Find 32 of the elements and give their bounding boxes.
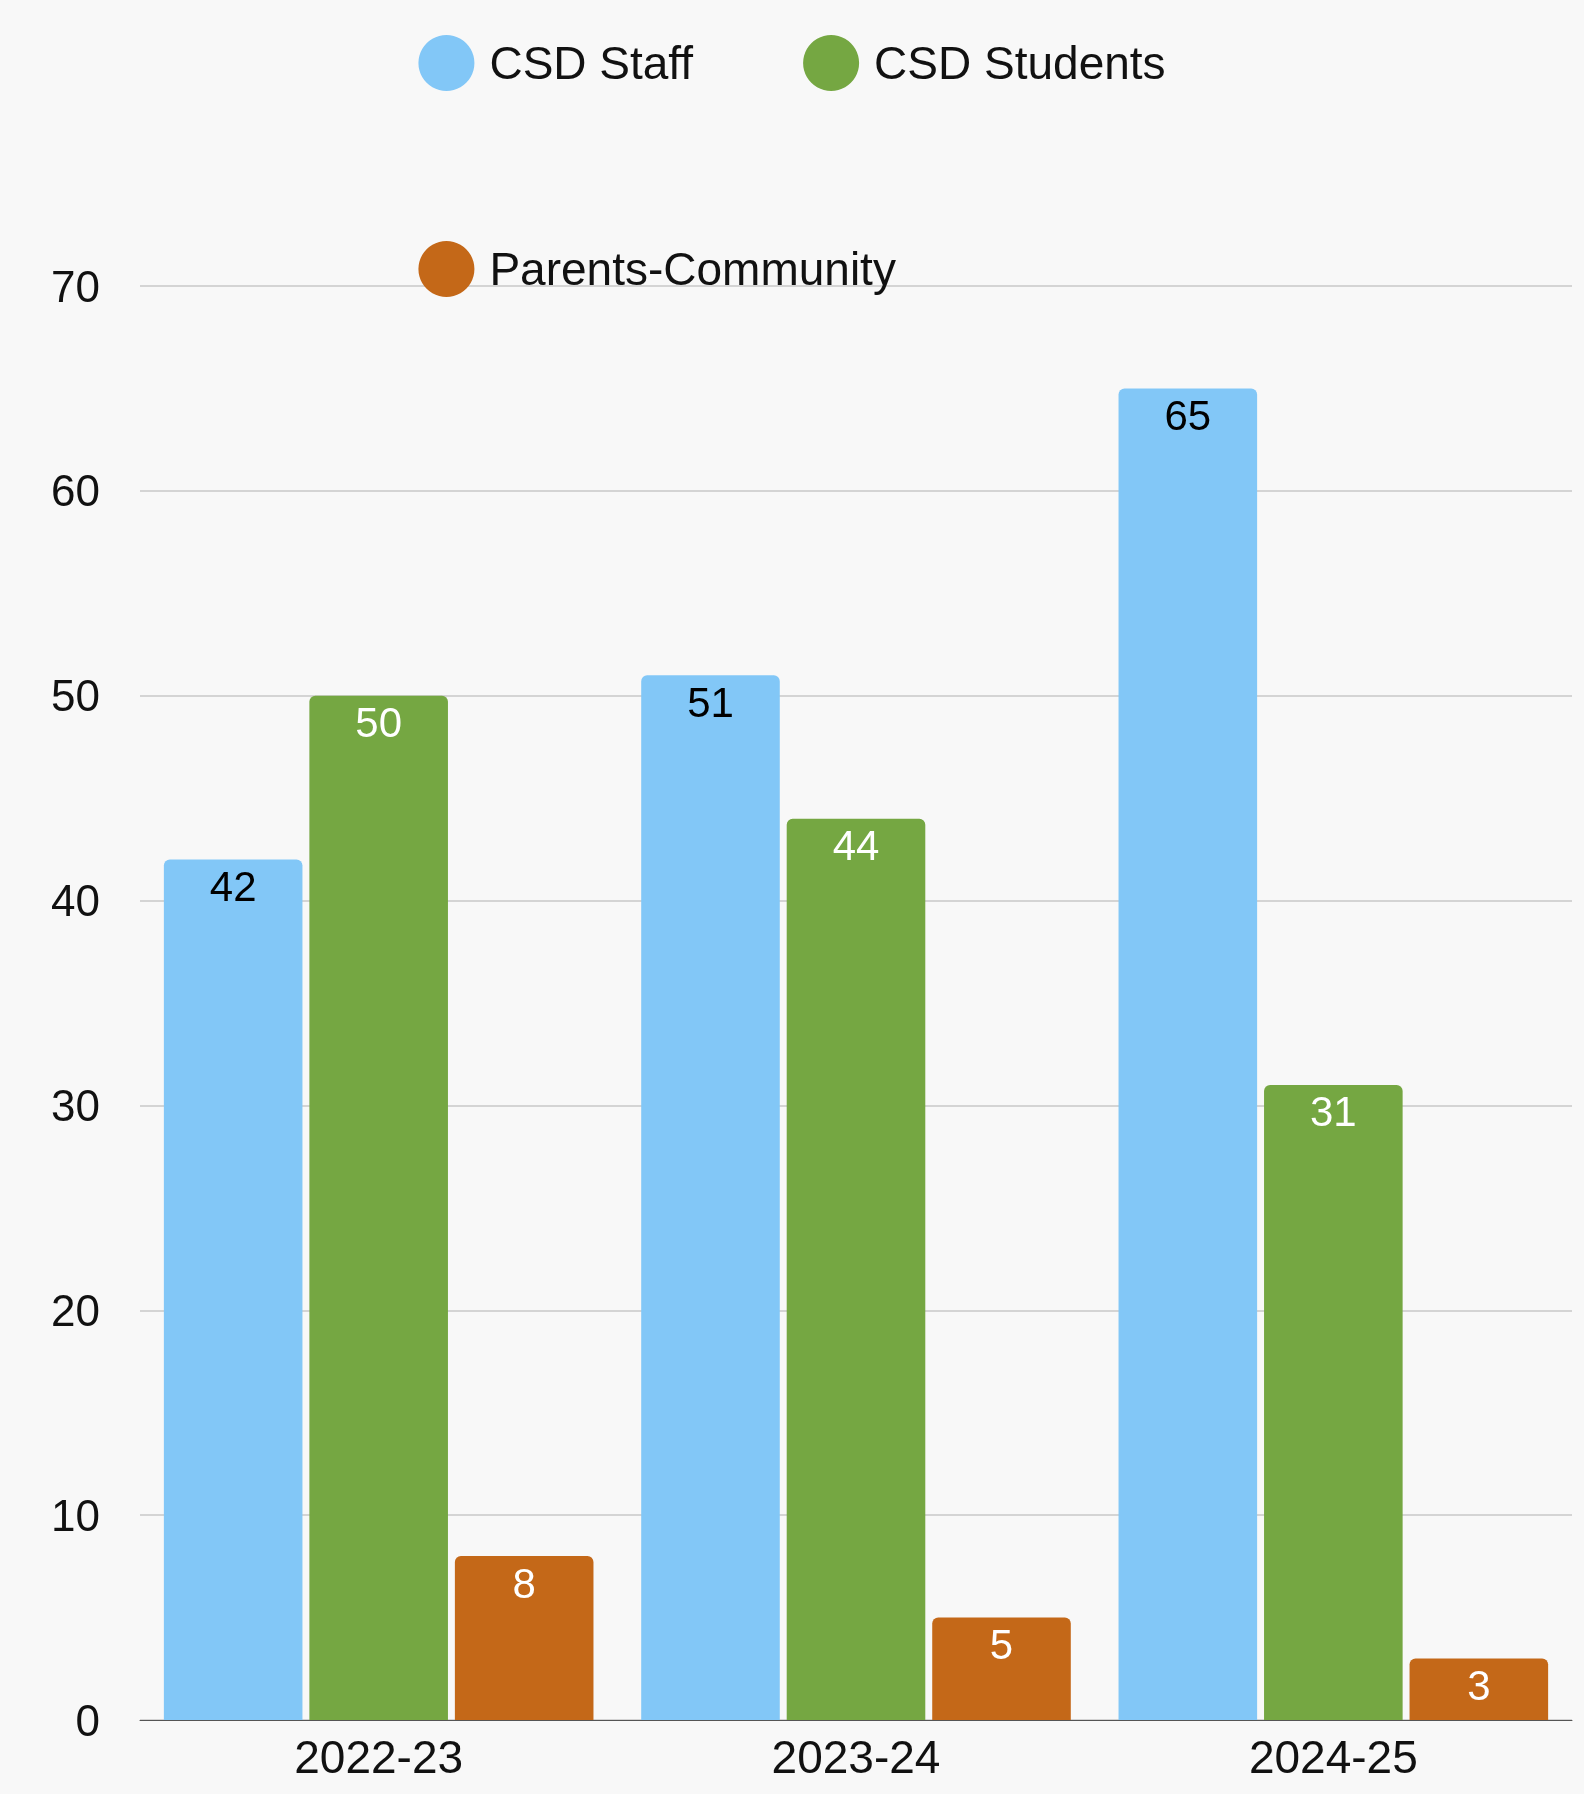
y-tick-label: 40 — [51, 876, 100, 926]
y-tick-label: 0 — [75, 1695, 100, 1745]
legend-label: CSD Students — [874, 37, 1166, 89]
data-label: 51 — [687, 678, 734, 726]
y-tick-label: 20 — [51, 1285, 100, 1335]
y-tick-label: 70 — [51, 261, 100, 311]
data-label: 5 — [989, 1621, 1014, 1669]
bar — [932, 1617, 1071, 1720]
legend-label: Parents-Community — [489, 243, 896, 295]
data-label: 8 — [512, 1559, 536, 1607]
x-tick-label: 2023-24 — [771, 1731, 941, 1783]
data-label: 44 — [832, 822, 880, 870]
data-label: 65 — [1164, 391, 1212, 439]
bar — [1409, 1658, 1549, 1720]
bar — [1118, 388, 1258, 1720]
bar — [1264, 1084, 1403, 1720]
data-label: 31 — [1309, 1088, 1357, 1136]
data-label: 42 — [209, 863, 257, 911]
y-tick-label: 10 — [51, 1490, 100, 1540]
data-label: 50 — [355, 699, 403, 747]
bar — [454, 1556, 594, 1720]
x-tick-label: 2024-25 — [1248, 1731, 1418, 1783]
y-tick-label: 50 — [51, 671, 100, 721]
x-tick-label: 2022-23 — [294, 1731, 464, 1783]
bar — [309, 695, 448, 1720]
bar — [786, 818, 926, 1720]
bar — [641, 675, 780, 1720]
y-tick-label: 60 — [51, 466, 100, 516]
legend-label: CSD Staff — [489, 37, 694, 89]
data-label: 3 — [1467, 1662, 1491, 1710]
bar — [163, 859, 303, 1720]
y-tick-label: 30 — [51, 1080, 100, 1130]
